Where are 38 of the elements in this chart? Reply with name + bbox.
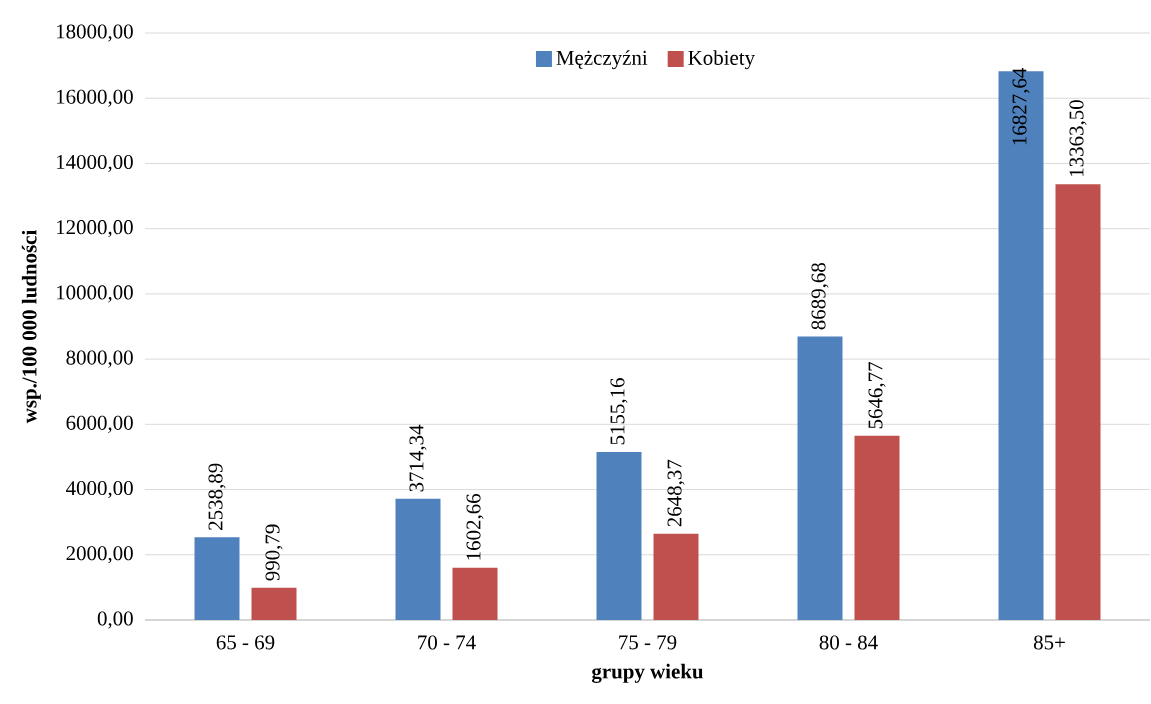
data-label: 2648,37 [667,459,685,527]
legend-label: Mężczyźni [556,50,648,70]
bar [1055,184,1101,620]
data-label: 5646,77 [868,362,886,429]
x-axis-title: grupy wieku [591,663,703,683]
bar [251,587,297,620]
y-tick-label: 6000,00 [66,415,133,433]
x-tick-label: 80 - 84 [819,635,878,650]
bar [452,567,498,620]
y-tick-label: 18000,00 [57,24,133,42]
data-label: 3714,34 [409,424,427,492]
data-label: 13363,50 [1069,100,1087,176]
data-label: 8689,68 [811,263,829,330]
data-label: 2538,89 [208,463,226,530]
y-tick-label: 8000,00 [66,350,133,368]
bar [797,336,843,620]
bar [854,435,900,620]
x-tick-label: 65 - 69 [216,635,275,650]
legend-label: Kobiety [688,50,755,70]
bar [194,537,240,620]
bar [596,451,642,620]
y-tick-label: 0,00 [97,611,133,629]
x-tick-label: 75 - 79 [619,635,677,650]
bar [653,533,699,620]
y-tick-label: 10000,00 [57,285,133,303]
data-label: 16827,64 [1012,67,1030,145]
y-tick-label: 14000,00 [57,154,133,173]
y-tick-label: 12000,00 [57,220,133,238]
y-tick-label: 4000,00 [66,480,133,499]
data-label: 5155,16 [610,378,628,445]
x-tick-label: 70 - 74 [418,635,476,650]
y-axis-title: wsp./100 000 ludności [21,230,41,424]
data-label: 990,79 [265,524,283,581]
x-tick-label: 85+ [1033,635,1065,650]
data-label: 1602,66 [466,493,484,560]
bar [395,498,441,620]
y-tick-label: 2000,00 [66,546,133,564]
y-tick-label: 16000,00 [57,89,133,107]
